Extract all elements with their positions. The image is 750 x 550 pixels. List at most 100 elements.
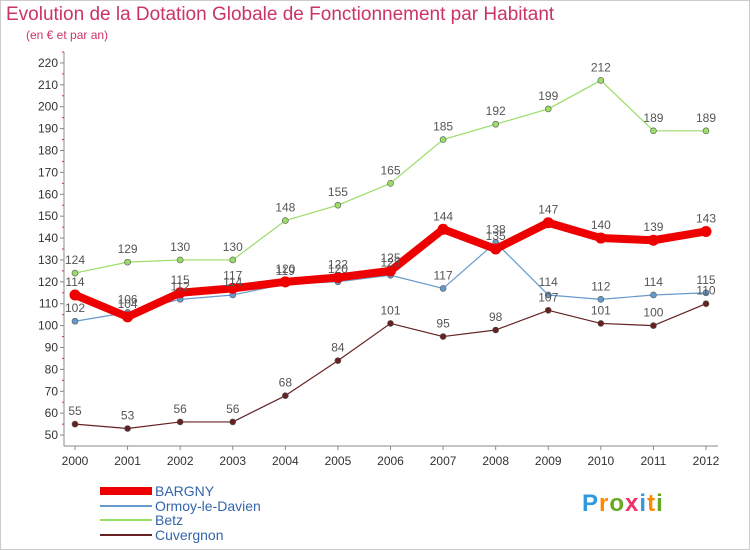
x-tick-label: 2009 (535, 454, 562, 468)
data-label: 117 (434, 268, 453, 282)
y-tick-label: 200 (38, 100, 58, 114)
y-tick-label: 50 (45, 428, 59, 442)
data-point (650, 322, 657, 329)
y-tick-label: 80 (45, 362, 59, 376)
legend-swatch (100, 504, 152, 507)
data-label: 125 (380, 251, 400, 265)
data-point (334, 201, 342, 209)
data-point (702, 289, 710, 297)
x-tick-label: 2011 (641, 454, 667, 468)
data-label: 56 (226, 402, 240, 416)
data-label: 101 (380, 303, 400, 317)
data-point (279, 276, 291, 288)
data-point (702, 127, 710, 135)
data-point (387, 320, 394, 327)
data-label: 101 (591, 303, 611, 317)
data-label: 189 (696, 111, 716, 125)
data-label: 110 (696, 284, 715, 298)
legend-swatch (100, 533, 152, 536)
data-label: 138 (486, 222, 506, 236)
x-tick-label: 2008 (482, 454, 509, 468)
data-label: 189 (643, 111, 663, 125)
data-label: 117 (223, 268, 242, 282)
data-label: 98 (489, 310, 503, 324)
data-label: 192 (486, 104, 506, 118)
data-label: 102 (65, 301, 85, 315)
y-tick-label: 190 (38, 122, 58, 136)
data-point (595, 232, 607, 244)
data-point (544, 291, 552, 299)
data-point (437, 223, 449, 235)
x-tick-label: 2002 (167, 454, 194, 468)
data-label: 185 (433, 120, 453, 134)
data-label: 104 (118, 297, 138, 311)
data-label: 120 (328, 262, 348, 276)
data-point (71, 317, 79, 325)
data-point (282, 392, 289, 399)
data-point (387, 180, 394, 187)
x-tick-label: 2006 (377, 454, 404, 468)
y-tick-label: 130 (38, 253, 58, 267)
data-label: 55 (68, 404, 82, 418)
data-point (69, 289, 81, 301)
data-label: 120 (275, 262, 295, 276)
data-point (700, 225, 712, 237)
data-label: 130 (223, 240, 243, 254)
x-tick-label: 2007 (430, 454, 457, 468)
y-tick-label: 180 (38, 144, 58, 158)
logo-letter: t (647, 490, 657, 517)
data-point (439, 136, 447, 143)
data-point (702, 300, 710, 308)
x-tick-label: 2000 (62, 454, 89, 468)
data-point (439, 333, 447, 340)
data-label: 144 (433, 209, 453, 223)
x-tick-label: 2003 (219, 454, 246, 468)
data-point (542, 217, 554, 229)
data-point (176, 256, 184, 264)
y-tick-label: 170 (38, 165, 58, 179)
data-label: 56 (173, 402, 187, 416)
data-point (597, 320, 605, 327)
data-label: 129 (118, 242, 138, 256)
y-tick-label: 60 (45, 406, 59, 420)
data-point (492, 120, 499, 128)
y-tick-label: 150 (38, 209, 58, 223)
data-label: 140 (591, 218, 611, 232)
data-point (122, 311, 134, 323)
data-point (597, 77, 605, 84)
data-point (492, 326, 499, 334)
data-point (490, 243, 502, 255)
logo-letter: i (656, 490, 664, 517)
data-label: 147 (538, 203, 558, 217)
data-label: 53 (121, 408, 135, 422)
data-label: 135 (486, 229, 506, 243)
data-point (71, 269, 79, 277)
y-tick-label: 110 (39, 297, 58, 311)
data-point (229, 418, 237, 426)
logo-letter: r (599, 490, 610, 517)
data-label: 95 (436, 317, 450, 331)
data-label: 139 (643, 220, 663, 234)
chart-subtitle: (en € et par an) (26, 28, 109, 42)
data-label: 165 (380, 163, 400, 177)
data-point (227, 282, 239, 294)
data-point (71, 420, 79, 428)
legend-label: Cuvergnon (155, 526, 224, 543)
data-point (385, 265, 396, 277)
data-point (176, 418, 184, 426)
data-point (544, 306, 552, 314)
y-tick-label: 100 (38, 319, 58, 333)
legend-label: Betz (155, 512, 184, 528)
x-tick-label: 2010 (587, 454, 614, 468)
data-label: 130 (170, 240, 190, 254)
y-tick-label: 90 (45, 341, 59, 355)
chart-title: Evolution de la Dotation Globale de Fonc… (6, 4, 555, 25)
data-label: 112 (171, 279, 190, 293)
legend-swatch (100, 519, 152, 521)
data-label: 119 (276, 264, 295, 278)
x-tick-label: 2012 (693, 454, 720, 468)
x-tick-label: 2001 (114, 454, 141, 468)
y-tick-label: 140 (38, 231, 58, 245)
logo-letter: o (609, 490, 626, 517)
